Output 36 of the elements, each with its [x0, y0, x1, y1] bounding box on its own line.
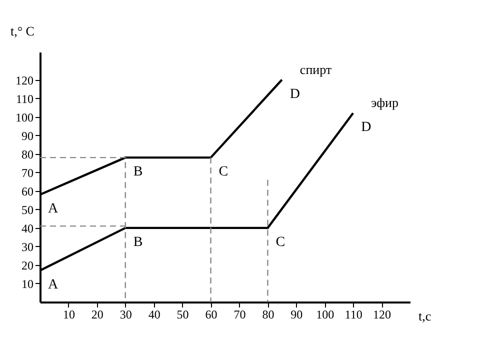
y-tick-label: 110 — [16, 92, 34, 106]
x-tick-label: 50 — [176, 308, 189, 322]
y-tick-label: 30 — [22, 240, 34, 254]
x-tick-label: 100 — [316, 308, 334, 322]
y-tick-label: 90 — [22, 128, 34, 143]
y-tick-label: 80 — [22, 147, 34, 162]
y-axis-title: t,° C — [10, 24, 34, 38]
y-tick-label: 10 — [22, 276, 34, 291]
x-tick-label: 120 — [373, 308, 392, 322]
y-tick-label: 60 — [22, 184, 34, 198]
y-tick-label: 120 — [16, 73, 34, 88]
y-tick-label: 40 — [22, 221, 34, 236]
annotation: A — [48, 202, 59, 217]
annotation: A — [48, 278, 59, 293]
x-tick-label: 80 — [262, 308, 274, 322]
y-tick-label: 50 — [22, 202, 34, 217]
x-tick-label: 20 — [91, 308, 104, 322]
annotation: D — [290, 86, 300, 102]
x-tick-label: 30 — [120, 308, 132, 322]
x-tick-label: 60 — [205, 308, 218, 322]
annotation: D — [361, 120, 372, 136]
annotation: C — [276, 234, 286, 250]
y-tick-label: 70 — [22, 166, 34, 180]
annotation: C — [218, 164, 228, 180]
x-tick-label: 90 — [290, 308, 303, 322]
y-tick-label: 20 — [22, 258, 34, 272]
x-tick-label: 110 — [344, 308, 362, 322]
annotation: B — [133, 234, 143, 250]
x-axis-title: t,c — [418, 308, 432, 324]
series-label: эфир — [371, 95, 398, 110]
x-tick-label: 10 — [62, 308, 75, 322]
series-label: спирт — [300, 62, 332, 77]
x-tick-label: 40 — [148, 308, 160, 322]
annotation: B — [133, 164, 143, 180]
y-tick-label: 100 — [16, 110, 34, 124]
x-tick-label: 70 — [234, 308, 246, 322]
